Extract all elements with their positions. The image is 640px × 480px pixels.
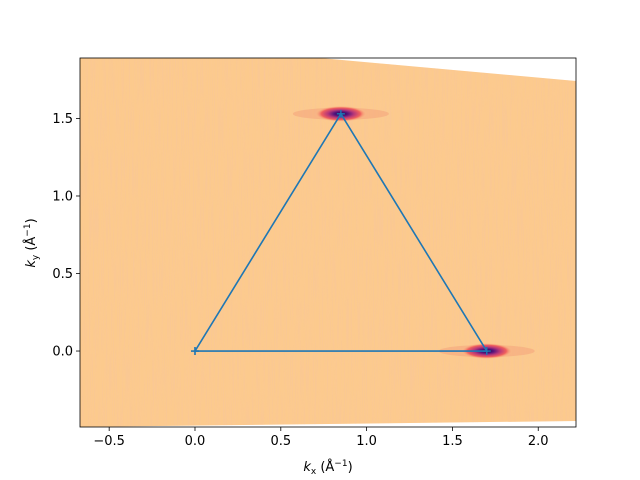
x-tick-label: 1.0	[356, 434, 377, 449]
y-axis-ticks: 0.0 0.5 1.0 1.5	[52, 112, 80, 360]
x-tick-label: 2.0	[528, 434, 549, 449]
data-point-marker	[482, 347, 491, 356]
x-tick-label: −0.5	[93, 434, 125, 449]
x-tick-label: 1.5	[442, 434, 463, 449]
y-tick-label: 1.5	[52, 112, 73, 127]
axes-frame	[79, 57, 577, 428]
heatmap-layer	[80, 58, 576, 427]
x-axis-label: kx (Å−1)	[303, 459, 352, 477]
x-tick-label: 0.5	[270, 434, 291, 449]
series-layer	[190, 109, 491, 356]
data-point-marker	[336, 109, 345, 118]
x-tick-label: 0.0	[185, 434, 206, 449]
heatmap-texture	[80, 58, 576, 427]
x-axis-ticks: −0.5 0.0 0.5 1.0 1.5 2.0	[93, 427, 549, 449]
y-tick-label: 1.0	[52, 189, 73, 204]
y-tick-label: 0.0	[52, 345, 73, 360]
data-point-marker	[190, 347, 199, 356]
y-axis-label: ky (Å−1)	[23, 218, 41, 267]
series-line	[194, 112, 489, 352]
y-tick-label: 0.5	[52, 267, 73, 282]
